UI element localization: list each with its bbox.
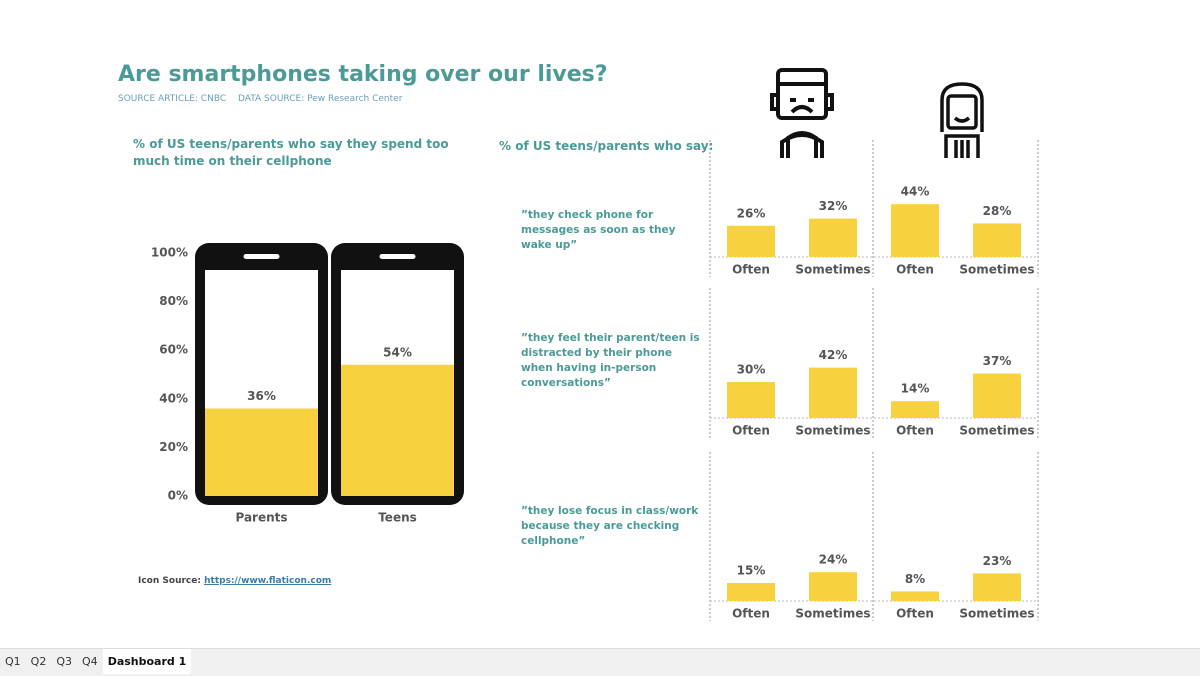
icon-source-link[interactable]: https://www.flaticon.com (204, 576, 332, 586)
tab[interactable]: Q1 (5, 655, 21, 668)
bar (973, 573, 1021, 601)
bar (891, 204, 939, 257)
value-label: 23% (983, 554, 1012, 568)
value-label: 28% (983, 204, 1012, 218)
value-label: 44% (901, 185, 930, 199)
y-tick-label: 60% (159, 343, 188, 357)
bar (973, 373, 1021, 418)
bar (727, 382, 775, 418)
phone-button (389, 480, 406, 496)
x-tick-label: Often (732, 263, 770, 277)
tab[interactable]: Q4 (82, 655, 98, 668)
icon-source-label: Icon Source: (138, 576, 201, 586)
value-label: 42% (819, 348, 848, 362)
phone-speaker (243, 254, 280, 259)
x-tick-label: Sometimes (795, 263, 870, 277)
x-tick-label: Often (732, 424, 770, 438)
y-tick-label: 0% (168, 489, 188, 503)
y-tick-label: 40% (159, 391, 188, 405)
value-label: 24% (819, 553, 848, 567)
x-tick-label: Sometimes (959, 607, 1034, 621)
x-tick-label: Often (732, 607, 770, 621)
phone-button (253, 480, 270, 496)
phone-speaker (379, 254, 416, 259)
x-tick-label: Often (896, 607, 934, 621)
bar (891, 591, 939, 601)
tab[interactable]: Dashboard 1 (102, 649, 192, 674)
x-tick-label: Sometimes (959, 424, 1034, 438)
x-tick-label: Teens (378, 511, 417, 525)
chart-title: % of US teens/parents who say they spend… (133, 137, 449, 168)
bar (727, 225, 775, 257)
bar (809, 572, 857, 601)
value-label: 32% (819, 199, 848, 213)
title: Are smartphones taking over our lives? (118, 62, 608, 87)
icon-source: Icon Source: https://www.flaticon.com (138, 576, 331, 586)
bar (809, 218, 857, 257)
x-tick-label: Often (896, 263, 934, 277)
value-label: 36% (247, 389, 276, 403)
teen-icon (940, 82, 984, 158)
value-label: 54% (383, 345, 412, 359)
source-article: SOURCE ARTICLE: CNBC (118, 94, 227, 104)
bar (341, 364, 454, 496)
question: ”they feel their parent/teen is distract… (521, 332, 700, 389)
value-label: 8% (905, 572, 925, 586)
tab-bar: Q1 Q2 Q3 Q4 Dashboard 1 (0, 648, 1200, 676)
bar (809, 367, 857, 418)
x-tick-label: Sometimes (959, 263, 1034, 277)
bar (973, 223, 1021, 257)
value-label: 26% (737, 206, 766, 220)
value-label: 15% (737, 564, 766, 578)
x-tick-label: Sometimes (795, 607, 870, 621)
x-tick-label: Parents (235, 511, 287, 525)
tab[interactable]: Q2 (30, 655, 47, 668)
y-tick-label: 20% (159, 440, 188, 454)
y-tick-label: 100% (151, 246, 188, 260)
tab[interactable]: Q3 (56, 655, 73, 668)
value-label: 14% (901, 382, 930, 396)
x-tick-label: Sometimes (795, 424, 870, 438)
parent-icon (770, 68, 834, 158)
value-label: 30% (737, 363, 766, 377)
y-tick-label: 80% (159, 294, 188, 308)
question: ”they lose focus in class/work because t… (521, 505, 699, 547)
value-label: 37% (983, 354, 1012, 368)
dashboard: 0% 20% 40% 60% 80% 100% 36% Parents 54% Teens 26% O… (151, 68, 1039, 621)
question: ”they check phone for messages as soon a… (521, 209, 676, 251)
bar (891, 401, 939, 418)
bar (727, 583, 775, 601)
section-title: % of US teens/parents who say: (499, 139, 714, 153)
data-source: DATA SOURCE: Pew Research Center (238, 94, 403, 104)
x-tick-label: Often (896, 424, 934, 438)
